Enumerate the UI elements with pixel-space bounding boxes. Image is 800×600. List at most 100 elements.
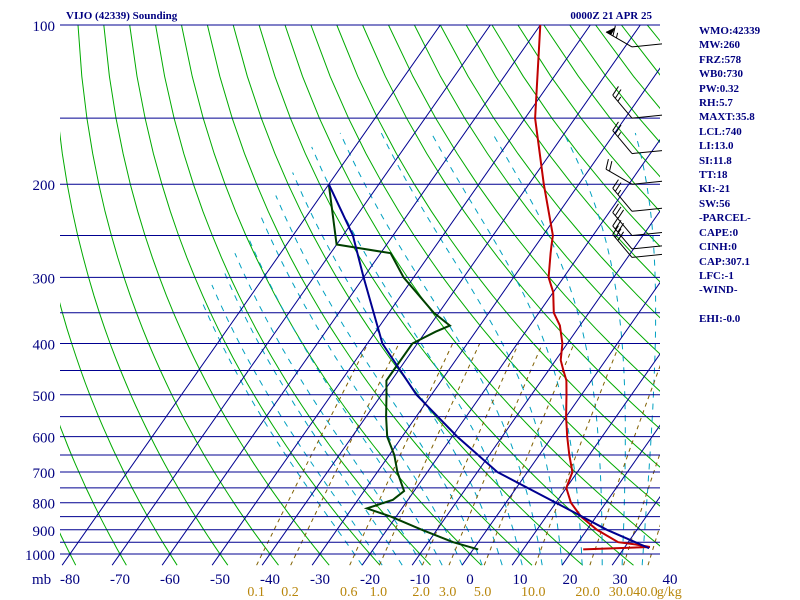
wind-barb-tick — [612, 216, 619, 227]
sounding-index: KI:-21 — [699, 183, 731, 196]
moist-adiabat-line — [380, 132, 563, 566]
dry-adiabat-line — [60, 424, 127, 566]
dry-adiabat-line — [258, 25, 634, 566]
mixing-ratio-label: 0.2 — [281, 585, 299, 600]
sounding-index: SW:56 — [699, 197, 731, 210]
wind-barb — [612, 121, 663, 155]
wind-barb-ref — [631, 232, 663, 237]
sounding-index: CAPE:0 — [699, 226, 739, 239]
pressure-tick-label: 900 — [33, 524, 56, 540]
dry-adiabat-line — [413, 25, 660, 355]
sounding-index: WB0:730 — [699, 68, 743, 81]
dry-adiabat-line — [103, 25, 330, 566]
sounding-index: -WIND- — [699, 284, 738, 297]
wind-barb-tick — [612, 203, 619, 213]
isotherm-lines — [61, 25, 660, 566]
temperature-tick-label: 40 — [663, 572, 678, 588]
wind-barb-staff — [612, 94, 633, 119]
chart-time: 0000Z 21 APR 25 — [570, 10, 652, 22]
wind-barb-staff — [612, 234, 633, 258]
isotherm-line — [61, 25, 441, 566]
wind-barb-ref — [631, 150, 663, 155]
dry-adiabat-line — [232, 25, 584, 566]
wind-barbs — [605, 25, 663, 258]
temperature-profile — [534, 25, 651, 551]
dry-adiabat-line — [60, 131, 229, 566]
wind-barb-tick — [614, 124, 622, 134]
wind-barb-ref — [631, 207, 663, 212]
sounding-index: PW:0.32 — [699, 82, 740, 95]
pressure-tick-label: 100 — [33, 19, 56, 35]
temperature-tick-label: 30 — [613, 572, 628, 588]
wind-barb — [612, 225, 663, 258]
mixing-ratio-line — [589, 364, 660, 566]
isotherm-line — [561, 424, 660, 566]
temperature-tick-label: -60 — [160, 572, 180, 588]
temperature-tick-label: 10 — [513, 572, 528, 588]
dry-adiabat-line — [388, 25, 660, 392]
temperature-tick-label: -70 — [110, 572, 130, 588]
isotherm-line — [461, 281, 660, 566]
sounding-index — [699, 298, 799, 312]
temperature-tick-label: -40 — [260, 572, 280, 588]
isotherm-line — [511, 353, 660, 566]
temperature-tick-label: -80 — [60, 572, 80, 588]
wind-barb-tick — [614, 89, 622, 99]
sounding-index: MAXT:35.8 — [699, 111, 755, 124]
temperature-tick-label: -30 — [310, 572, 330, 588]
mixing-ratio-axis-labels: 0.1 0.2 0.6 1.0 2.0 3.0 5.0 10.0 20.0 30.0 40.0 g/k… — [247, 585, 681, 600]
wind-barb-tick — [614, 219, 622, 230]
dewpoint-profile — [327, 184, 479, 551]
sounding-index: LI:13.0 — [699, 140, 734, 153]
isotherm-line — [361, 138, 660, 566]
wind-barb — [612, 86, 663, 119]
mixing-ratio-label: 40.0 — [633, 585, 658, 600]
mixing-ratio-unit: g/kg — [657, 585, 682, 600]
parcel-profile — [327, 183, 650, 550]
sounding-index: CAP:307.1 — [699, 255, 751, 268]
dry-adiabat-line — [336, 25, 660, 468]
pressure-tick-label: 500 — [33, 389, 56, 405]
dry-adiabat-line — [310, 25, 660, 507]
wind-barb — [605, 158, 663, 185]
sounding-index: TT:18 — [699, 169, 728, 182]
moist-adiabat-line — [292, 172, 503, 566]
pressure-tick-label: 400 — [33, 337, 56, 353]
wind-barb-tick — [614, 182, 622, 192]
sounding-index: WMO:42339 — [699, 25, 761, 37]
pressure-tick-label: 1000 — [25, 548, 55, 564]
wind-barb-staff — [612, 130, 633, 154]
mixing-ratio-label: 5.0 — [474, 585, 492, 600]
dry-adiabat-line — [77, 25, 279, 566]
wind-barb-ref — [631, 180, 663, 185]
wind-barb-tick — [612, 179, 619, 189]
dry-adiabat-line — [206, 25, 533, 566]
wind-barb-tick — [612, 225, 619, 235]
mixing-ratio-label: 10.0 — [521, 585, 546, 600]
wind-barb-tick — [605, 158, 609, 170]
wind-barb-flag — [606, 27, 616, 35]
dry-adiabat-line — [439, 25, 660, 319]
pressure-tick-label: 300 — [33, 271, 56, 287]
temperature-tick-label: 0 — [466, 572, 474, 588]
moist-adiabat-line — [634, 132, 657, 566]
wind-barb-ref — [631, 245, 663, 250]
wind-barb — [612, 203, 663, 237]
wind-barb-ref — [631, 43, 663, 48]
mixing-ratio-line — [421, 343, 519, 566]
sounding-index: LCL:740 — [699, 125, 742, 138]
sounding-index: MW:260 — [699, 39, 740, 52]
pressure-tick-label: 700 — [33, 466, 56, 482]
moist-adiabat-line — [430, 132, 583, 566]
pressure-axis-labels: 100 200 300 400 500 600 700 800 900 1000 — [25, 19, 55, 564]
y-axis-unit: mb — [32, 572, 51, 588]
wind-barb-half-tick — [617, 132, 622, 137]
pressure-tick-label: 800 — [33, 497, 56, 513]
chart-title: VIJO (42339) Sounding — [66, 10, 178, 22]
dry-adiabat-line — [60, 302, 178, 566]
moist-adiabat-line — [211, 284, 383, 566]
mixing-ratio-label: 0.1 — [247, 585, 265, 600]
dry-adiabat-line — [491, 25, 660, 248]
wind-barb-staff — [612, 212, 633, 236]
mixing-ratio-label: 3.0 — [439, 585, 457, 600]
